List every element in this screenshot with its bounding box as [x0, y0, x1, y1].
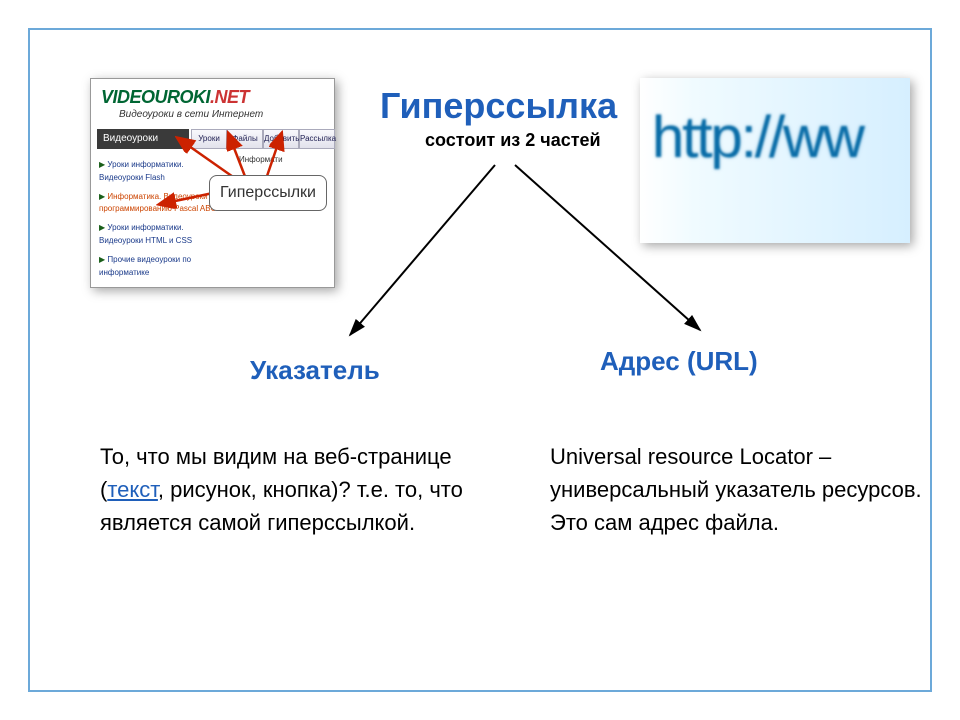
- arrow-left: [350, 165, 495, 335]
- para-text: Universal resource Locator – универсальн…: [550, 444, 922, 502]
- branch-arrows: [280, 155, 780, 355]
- slide-frame: Гиперссылка состоит из 2 частей VIDEOURO…: [28, 28, 932, 692]
- branch-text-url: Universal resource Locator – универсальн…: [550, 440, 940, 539]
- thumb-logo-main: VIDEOUROKI: [101, 87, 210, 107]
- thumb-callout-box: Гиперссылки: [209, 175, 327, 211]
- slide-subtitle: состоит из 2 частей: [425, 130, 601, 151]
- hyperlink-example[interactable]: текст: [107, 477, 158, 502]
- thumb-link: ▶ Уроки информатики. Видеоуроки HTML и C…: [99, 222, 229, 248]
- branch-text-pointer: То, что мы видим на веб-странице (текст,…: [100, 440, 480, 539]
- thumb-logo: VIDEOUROKI.NET: [101, 87, 249, 108]
- branch-heading-pointer: Указатель: [250, 355, 380, 386]
- thumb-tagline: Видеоуроки в сети Интернет: [119, 109, 263, 120]
- thumb-logo-suffix: .NET: [210, 87, 249, 107]
- arrow-right: [515, 165, 700, 330]
- para-text: Это сам адрес файла.: [550, 510, 779, 535]
- slide-title: Гиперссылка: [380, 85, 617, 127]
- thumb-link: ▶ Прочие видеоуроки по информатике: [99, 254, 229, 280]
- branch-heading-url: Адрес (URL): [600, 346, 758, 377]
